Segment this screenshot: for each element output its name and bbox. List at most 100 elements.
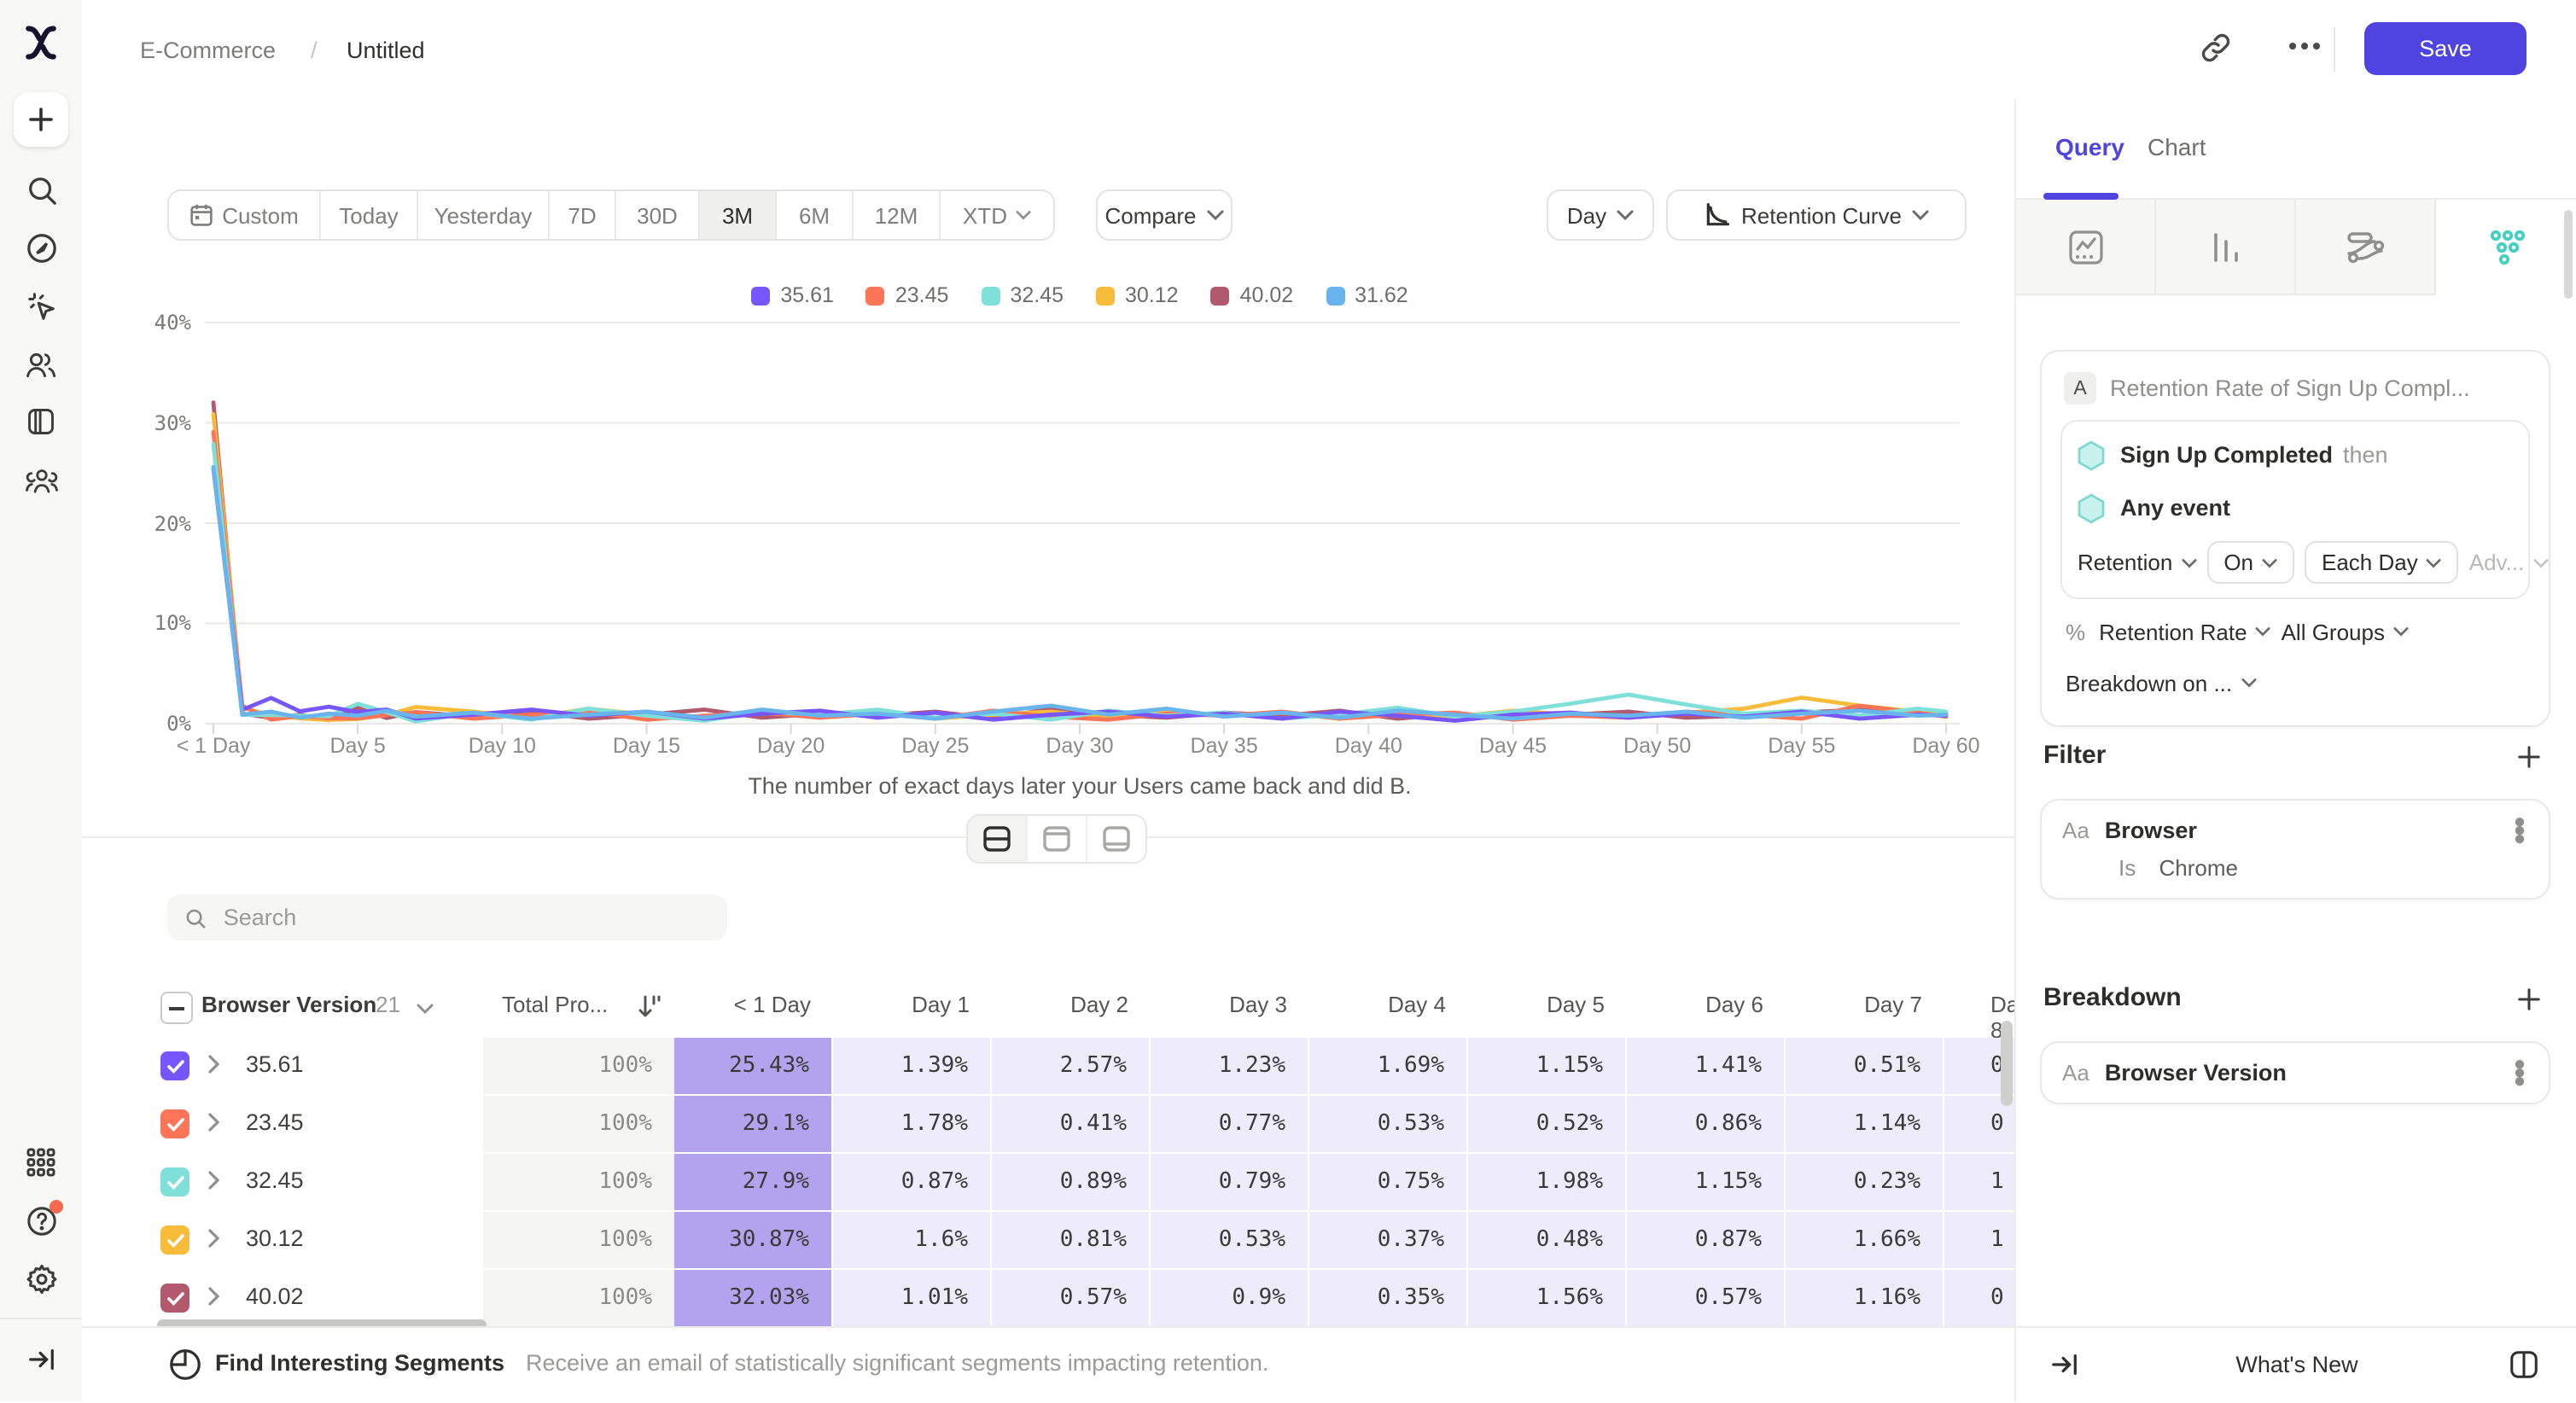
vertical-scrollbar-thumb[interactable] (2001, 1021, 2013, 1106)
apps-grid-icon[interactable] (14, 1133, 68, 1191)
sort-descending-icon[interactable] (637, 993, 662, 1021)
report-type-insights[interactable] (2016, 200, 2156, 295)
column-header-day[interactable]: Day 2 (1070, 992, 1128, 1017)
retention-type-dropdown[interactable]: Retention (2078, 550, 2196, 575)
report-type-retention[interactable] (2436, 200, 2576, 295)
series-line-30.12[interactable] (211, 411, 1949, 723)
select-all-checkbox[interactable] (160, 992, 193, 1024)
table-row[interactable]: 40.02 100% 32.03% 1.01% 0.57% 0.9% 0.35% 1.56% 0… (82, 1270, 2014, 1326)
series-line-31.62[interactable] (211, 464, 1949, 721)
mixpanel-logo-icon[interactable] (22, 22, 60, 63)
row-checkbox[interactable] (160, 1167, 189, 1196)
column-header-day[interactable]: Day 1 (912, 992, 970, 1017)
table-row[interactable]: 35.61 100% 25.43% 1.39% 2.57% 1.23% 1.69% 1.15%… (82, 1038, 2014, 1096)
breadcrumb-board[interactable]: E-Commerce (140, 38, 277, 63)
create-new-button[interactable] (14, 92, 68, 147)
find-segments-button[interactable]: Find Interesting Segments (215, 1350, 505, 1376)
advanced-dropdown[interactable]: Adv... (2469, 550, 2549, 575)
copy-link-icon[interactable] (2199, 31, 2233, 65)
range-30d[interactable]: 30D (616, 191, 700, 239)
layout-table-button[interactable] (1087, 816, 1145, 862)
report-type-funnels[interactable] (2156, 200, 2296, 295)
events-cursor-icon[interactable] (14, 277, 68, 335)
collapse-sidebar-icon[interactable] (14, 1330, 68, 1388)
measure-dropdown[interactable]: Retention Rate (2099, 619, 2271, 644)
event-step-a[interactable]: Sign Up Completed then (2078, 428, 2513, 481)
row-checkbox[interactable] (160, 1225, 189, 1255)
more-options-icon[interactable] (2288, 41, 2322, 51)
breakdown-property[interactable]: Browser Version (2104, 1060, 2287, 1086)
column-header-day[interactable]: Day 5 (1547, 992, 1605, 1017)
expand-row-icon[interactable] (208, 1287, 220, 1306)
chart-type-dropdown[interactable]: Retention Curve (1666, 189, 1967, 241)
settings-gear-icon[interactable] (14, 1249, 68, 1307)
panel-scrollbar-thumb[interactable] (2564, 210, 2573, 299)
expand-row-icon[interactable] (208, 1113, 220, 1132)
range-yesterday[interactable]: Yesterday (418, 191, 550, 239)
column-header-day[interactable]: Day 4 (1388, 992, 1446, 1017)
range-today[interactable]: Today (321, 191, 418, 239)
table-row[interactable]: 32.45 100% 27.9% 0.87% 0.89% 0.79% 0.75% 1.98% 1… (82, 1154, 2014, 1212)
legend-item[interactable]: 30.12 (1096, 283, 1179, 307)
community-icon[interactable] (14, 451, 68, 509)
column-header-day[interactable]: Day 7 (1864, 992, 1922, 1017)
granularity-dropdown[interactable]: Day (1547, 189, 1654, 241)
search-icon[interactable] (14, 160, 68, 218)
table-row[interactable]: 30.12 100% 30.87% 1.6% 0.81% 0.53% 0.37% 0.48% 0… (82, 1212, 2014, 1270)
layout-split-button[interactable] (968, 816, 1028, 862)
series-line-40.02[interactable] (211, 400, 1949, 723)
filter-property[interactable]: Browser (2104, 818, 2197, 843)
range-12m[interactable]: 12M (854, 191, 941, 239)
column-header-day[interactable]: Day 3 (1229, 992, 1287, 1017)
retention-bucket-dropdown[interactable]: Each Day (2305, 541, 2459, 584)
add-breakdown-button[interactable] (2509, 980, 2547, 1017)
range-6m[interactable]: 6M (777, 191, 854, 239)
search-input[interactable] (219, 903, 710, 932)
legend-item[interactable]: 31.62 (1326, 283, 1408, 307)
kebab-menu-icon[interactable]: ● ● ● (2513, 809, 2526, 850)
series-line-32.45[interactable] (211, 441, 1949, 724)
query-title[interactable]: Retention Rate of Sign Up Compl... (2110, 375, 2470, 401)
side-panel-icon[interactable] (2508, 1348, 2540, 1381)
add-filter-button[interactable] (2509, 737, 2547, 775)
layout-chart-button[interactable] (1028, 816, 1087, 862)
retention-on-dropdown[interactable]: On (2206, 541, 2294, 584)
column-header-name[interactable]: Browser Version (201, 992, 377, 1017)
legend-item[interactable]: 40.02 (1210, 283, 1293, 307)
row-checkbox[interactable] (160, 1284, 189, 1313)
column-header-day[interactable]: Day 6 (1705, 992, 1763, 1017)
legend-item[interactable]: 23.45 (865, 283, 948, 307)
legend-item[interactable]: 32.45 (981, 283, 1064, 307)
column-header-total[interactable]: Total Pro... (502, 992, 609, 1017)
row-checkbox[interactable] (160, 1051, 189, 1080)
horizontal-scrollbar-thumb[interactable] (157, 1319, 487, 1326)
help-icon[interactable] (14, 1191, 68, 1249)
expand-row-icon[interactable] (208, 1055, 220, 1074)
report-type-flows[interactable] (2296, 200, 2436, 295)
users-icon[interactable] (14, 335, 68, 393)
event-step-b[interactable]: Any event (2078, 481, 2513, 534)
table-row[interactable]: 23.45 100% 29.1% 1.78% 0.41% 0.77% 0.53% 0.52% 0… (82, 1096, 2014, 1154)
expand-panel-icon[interactable] (2050, 1350, 2079, 1379)
range-xtd[interactable]: XTD (941, 191, 1053, 239)
range-3m[interactable]: 3M (700, 191, 777, 239)
range-custom[interactable]: Custom (169, 191, 321, 239)
series-line-35.61[interactable] (211, 466, 1949, 723)
filter-condition[interactable]: Is Chrome (2118, 855, 2238, 881)
breadcrumb-report-title[interactable]: Untitled (347, 38, 425, 63)
legend-item[interactable]: 35.61 (751, 283, 834, 307)
save-button[interactable]: Save (2364, 22, 2526, 75)
retention-line-chart[interactable] (82, 307, 2014, 751)
expand-row-icon[interactable] (208, 1171, 220, 1190)
expand-row-icon[interactable] (208, 1229, 220, 1248)
tab-query[interactable]: Query (2055, 133, 2124, 160)
breakdown-on-dropdown[interactable]: Breakdown on ... (2066, 670, 2256, 696)
boards-icon[interactable] (14, 393, 68, 451)
kebab-menu-icon[interactable]: ● ● ● (2513, 1051, 2526, 1092)
tab-chart[interactable]: Chart (2148, 133, 2206, 160)
whats-new-link[interactable]: What's New (2235, 1352, 2358, 1377)
compare-button[interactable]: Compare (1096, 189, 1233, 241)
row-checkbox[interactable] (160, 1109, 189, 1138)
discover-compass-icon[interactable] (14, 218, 68, 277)
chevron-down-icon[interactable] (417, 1004, 434, 1014)
